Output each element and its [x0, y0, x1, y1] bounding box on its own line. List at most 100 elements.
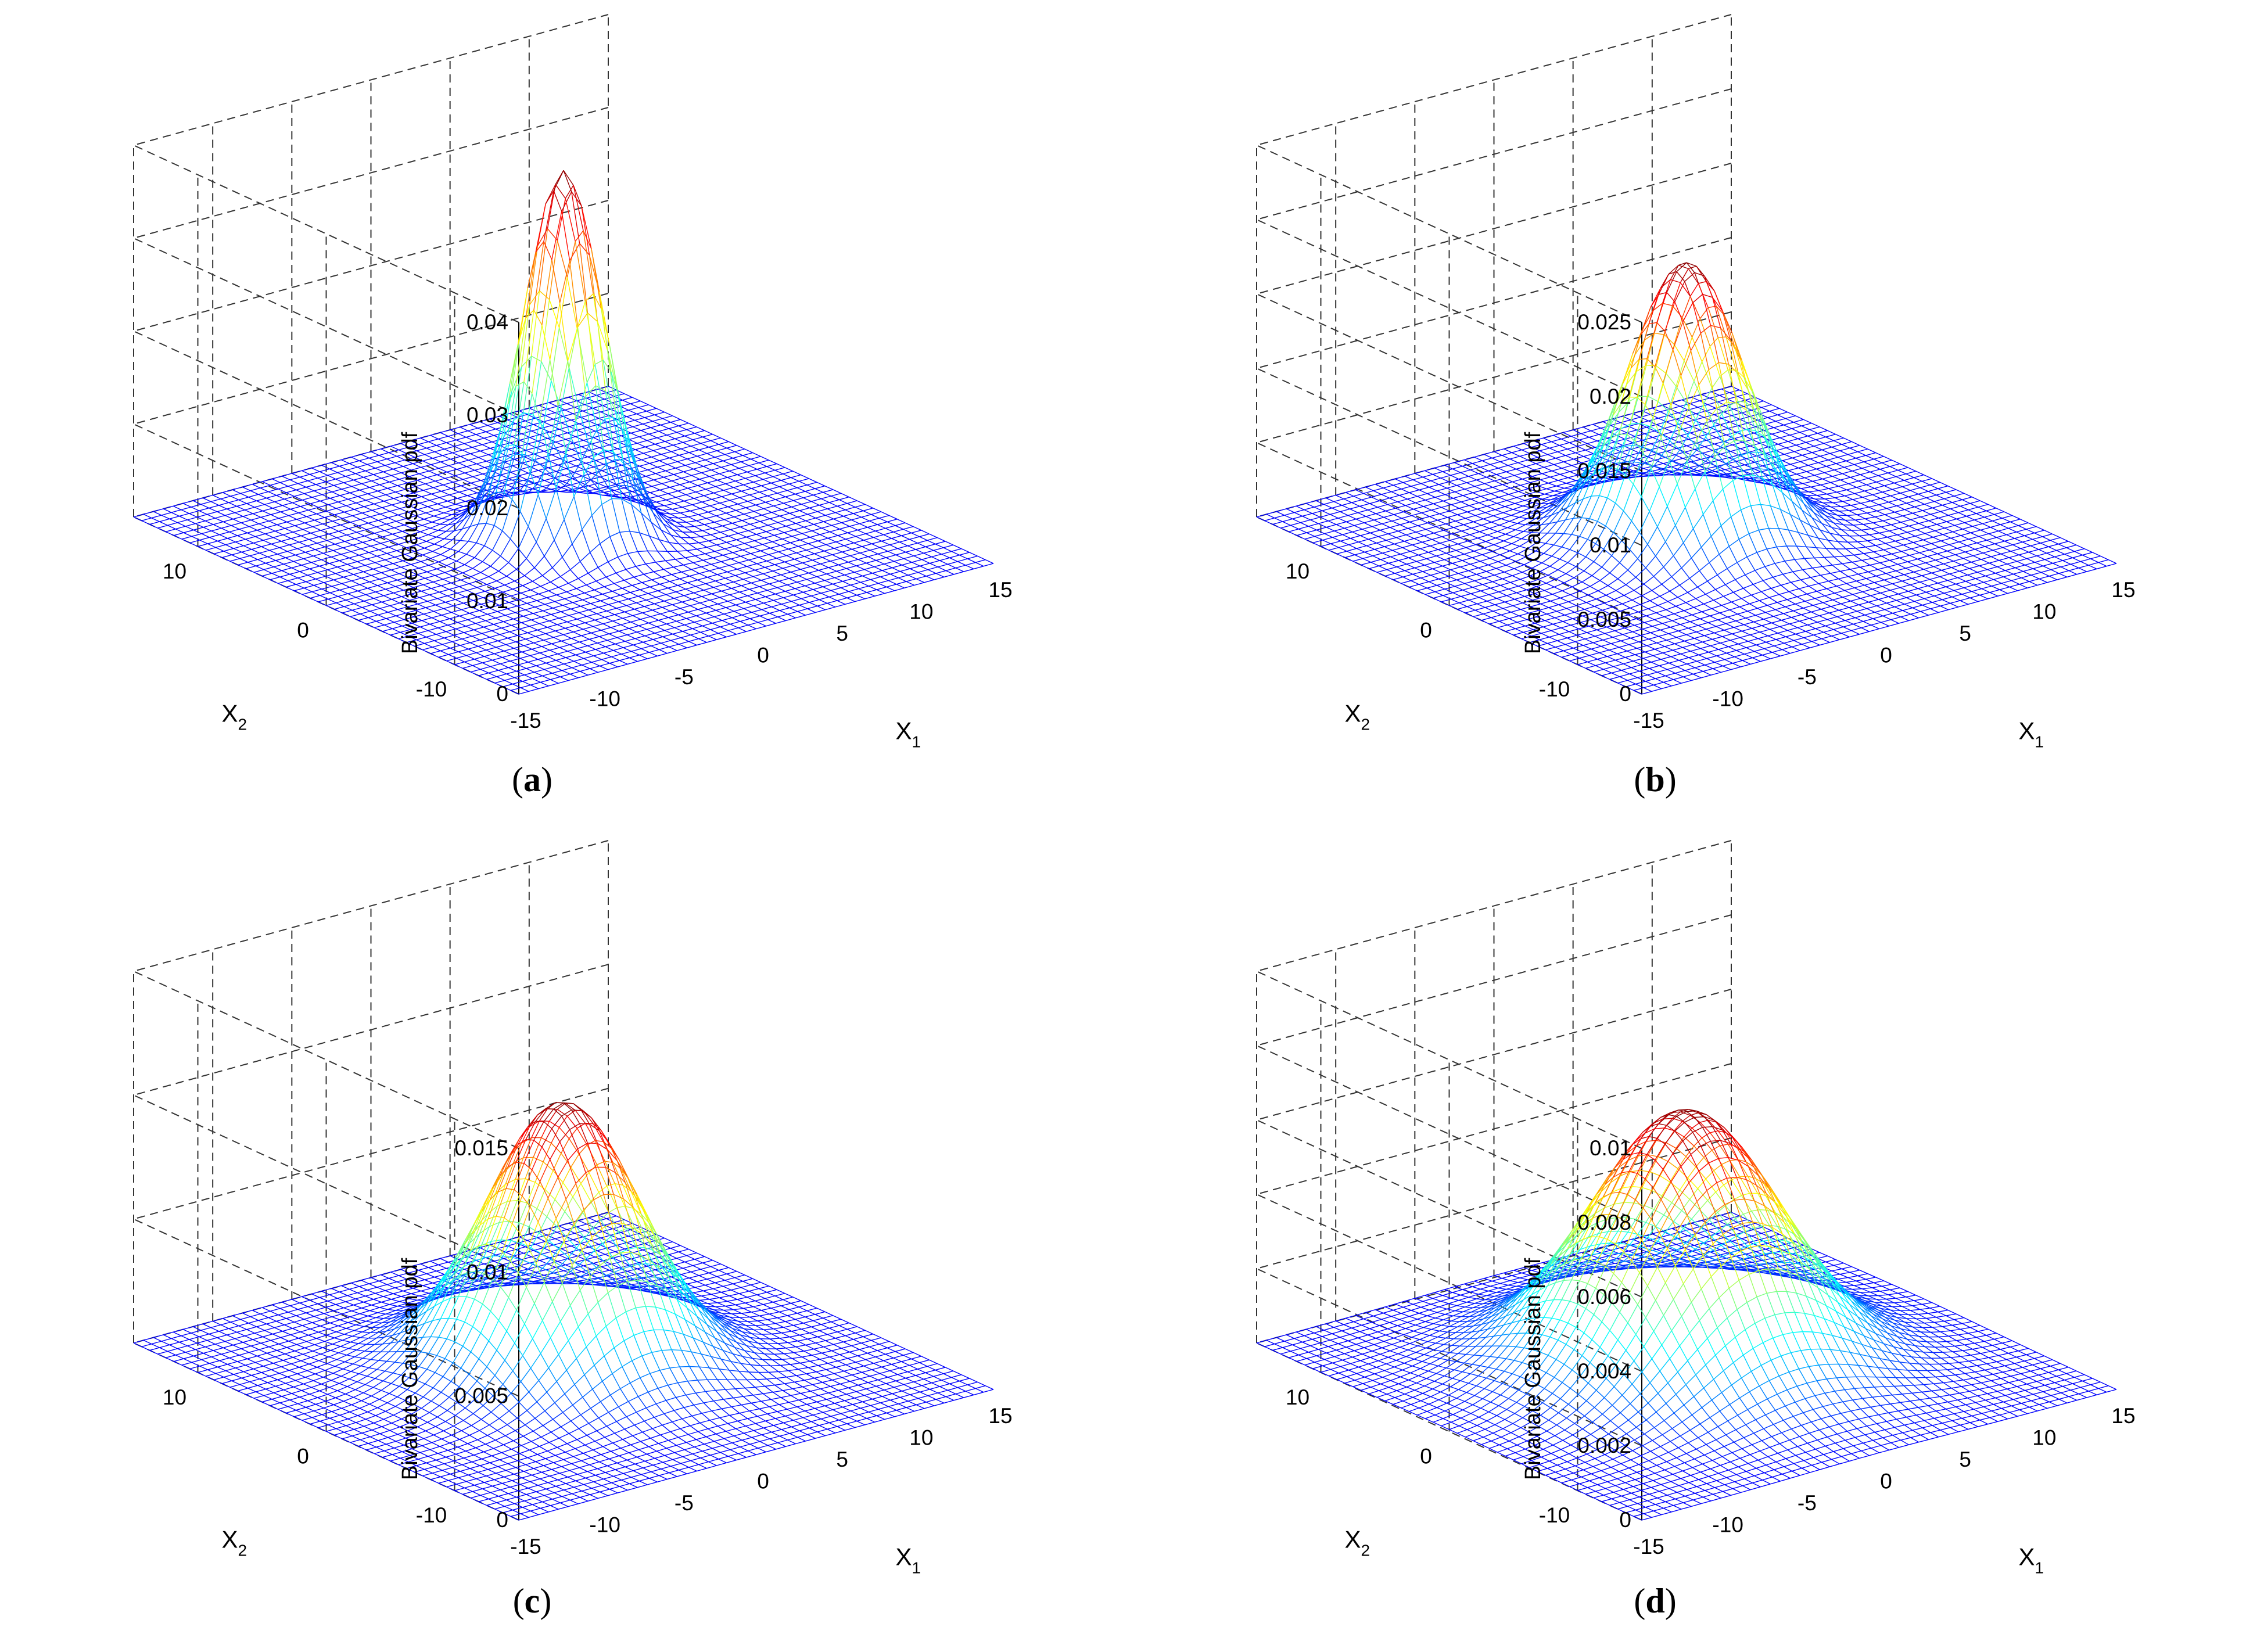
mesh-line — [602, 591, 613, 595]
mesh-line — [390, 540, 399, 545]
mesh-line — [367, 493, 376, 498]
mesh-line — [516, 558, 527, 570]
mesh-line — [550, 461, 558, 466]
mesh-line — [582, 479, 591, 487]
mesh-line — [853, 513, 862, 518]
mesh-line — [810, 534, 820, 538]
mesh-line — [465, 594, 475, 598]
mesh-line — [364, 506, 372, 511]
mesh-line — [476, 431, 486, 435]
mesh-line — [718, 538, 727, 543]
mesh-line — [381, 569, 392, 573]
mesh-line — [930, 560, 940, 564]
mesh-line — [774, 469, 783, 475]
mesh-line — [517, 635, 526, 640]
mesh-line — [724, 454, 733, 459]
mesh-line — [463, 602, 472, 608]
mesh-line — [149, 521, 160, 525]
mesh-line — [734, 610, 742, 616]
mesh-line — [493, 594, 501, 599]
mesh-line — [491, 627, 502, 631]
mesh-line — [290, 508, 299, 513]
mesh-line — [916, 576, 927, 580]
mesh-line — [338, 596, 346, 601]
mesh-line — [588, 485, 597, 490]
mesh-line — [733, 579, 744, 583]
mesh-line — [512, 585, 523, 590]
mesh-line — [406, 612, 414, 617]
mesh-line — [523, 645, 532, 650]
mesh-line — [623, 576, 634, 581]
mesh-line — [513, 616, 523, 620]
mesh-line — [816, 482, 826, 487]
mesh-line — [404, 522, 414, 526]
mesh-line — [274, 501, 283, 506]
mesh-line — [330, 527, 339, 532]
mesh-line — [407, 604, 418, 608]
mesh-line — [488, 576, 497, 581]
mesh-line — [377, 490, 386, 495]
mesh-line — [453, 605, 462, 610]
mesh-line — [887, 551, 896, 555]
mesh-line — [611, 465, 622, 469]
mesh-line — [306, 487, 314, 491]
mesh-line — [354, 536, 365, 540]
mesh-line — [220, 498, 229, 503]
mesh-line — [319, 471, 328, 476]
mesh-line — [673, 566, 682, 573]
mesh-line — [469, 489, 478, 494]
mesh-line — [1342, 534, 1351, 539]
mesh-line — [575, 421, 584, 475]
mesh-line — [760, 550, 769, 555]
mesh-line — [710, 534, 719, 539]
mesh-line — [1361, 499, 1370, 504]
mesh-line — [325, 546, 333, 551]
mesh-line — [203, 524, 214, 528]
mesh-line — [171, 509, 182, 513]
mesh-line — [868, 553, 878, 557]
mesh-line — [216, 547, 224, 552]
chart-panel-a: 0 0.01 0.02 0.03 0.04 -15 -10 -5 0 5 10 15 -10 0 10 X1 X… — [0, 0, 1123, 826]
mesh-line — [425, 604, 436, 608]
mesh-line — [636, 467, 648, 494]
mesh-line — [777, 587, 785, 592]
mesh-line — [359, 457, 369, 461]
mesh-line — [633, 574, 644, 578]
mesh-line — [435, 507, 446, 511]
mesh-line — [457, 509, 468, 519]
mesh-line — [669, 581, 678, 586]
mesh-line — [905, 549, 916, 553]
mesh-line — [402, 531, 411, 536]
mesh-line — [779, 483, 790, 487]
mesh-line — [600, 665, 608, 670]
mesh-line — [549, 617, 559, 622]
mesh-line — [523, 356, 532, 413]
mesh-line — [590, 603, 599, 608]
mesh-line — [595, 428, 605, 432]
mesh-line — [409, 599, 418, 605]
mesh-line — [523, 456, 533, 461]
mesh-line — [876, 557, 887, 561]
mesh-line — [494, 493, 505, 526]
mesh-line — [655, 473, 664, 478]
mesh-line — [586, 584, 595, 591]
mesh-line — [539, 360, 551, 419]
mesh-line — [428, 561, 439, 566]
mesh-line — [286, 521, 295, 526]
mesh-line — [400, 537, 409, 542]
mesh-line — [526, 450, 534, 455]
mesh-line — [557, 198, 566, 241]
mesh-line — [1344, 557, 1354, 562]
mesh-line — [635, 566, 644, 575]
mesh-line — [313, 555, 322, 561]
mesh-line — [602, 360, 613, 418]
mesh-line — [536, 665, 544, 670]
mesh-line — [402, 528, 412, 532]
mesh-line — [674, 500, 684, 504]
mesh-line — [504, 461, 513, 466]
mesh-line — [512, 681, 523, 685]
mesh-line — [573, 496, 583, 530]
mesh-line — [801, 595, 812, 599]
mesh-line — [501, 598, 510, 603]
mesh-line — [383, 566, 392, 570]
